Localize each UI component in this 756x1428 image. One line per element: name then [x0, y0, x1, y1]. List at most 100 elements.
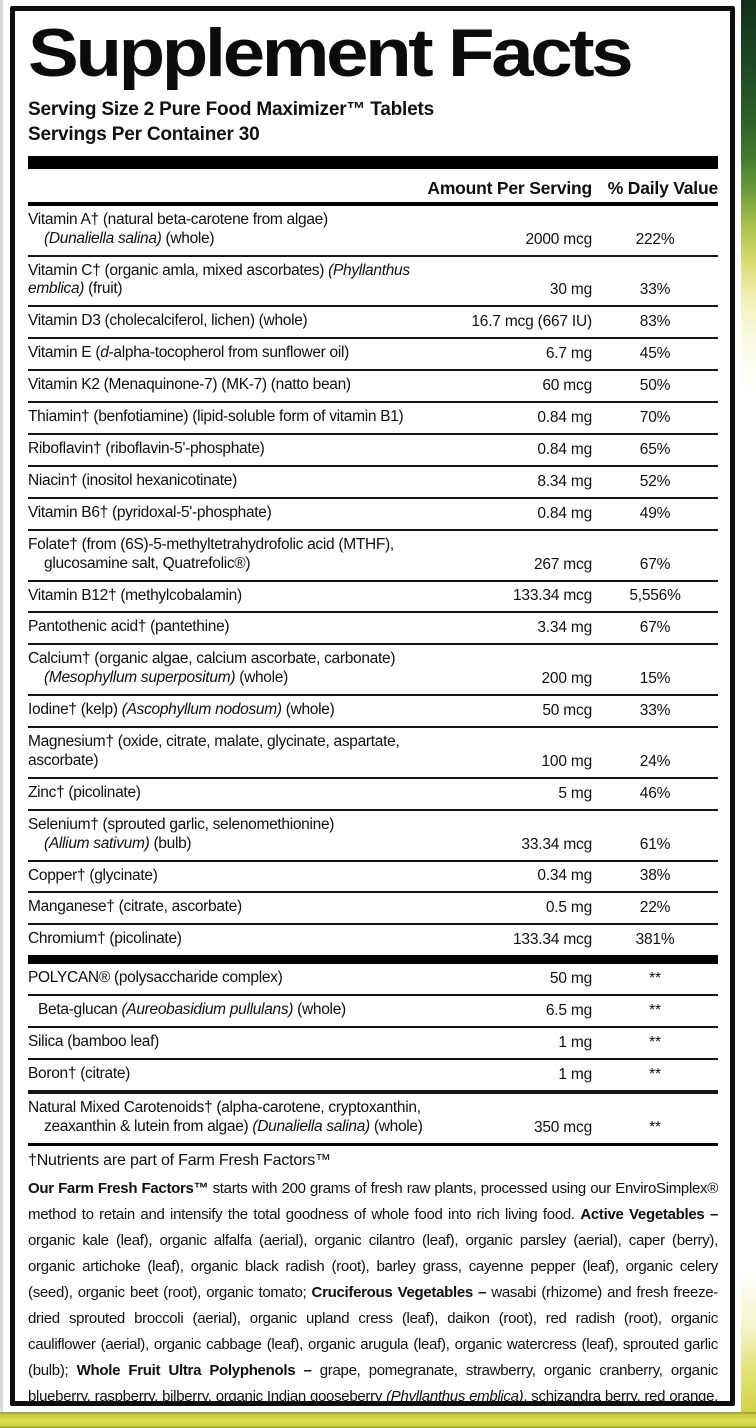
table-row: Natural Mixed Carotenoids† (alpha-carote… — [28, 1089, 718, 1143]
text-segment: organic kale (leaf), organic alfalfa (ae… — [28, 1231, 718, 1301]
text-segment: Thiamin† (benfotiamine) (lipid-soluble f… — [28, 408, 404, 426]
nutrient-name: Vitamin C† (organic amla, mixed ascorbat… — [28, 262, 459, 300]
supplement-table-other: POLYCAN® (polysaccharide complex) 50 mg **… — [28, 964, 718, 1142]
nutrient-name-line1: Vitamin D3 (cholecalciferol, lichen) (wh… — [28, 312, 436, 331]
nutrient-name-line1: Niacin† (inositol hexanicotinate) — [28, 472, 436, 491]
supplement-table-main: Vitamin A† (natural beta-carotene from a… — [28, 206, 718, 956]
ingredients-paragraph: Our Farm Fresh Factors™ starts with 200 … — [28, 1174, 719, 1405]
nutrient-name: Vitamin K2 (Menaquinone-7) (MK-7) (natto… — [28, 376, 442, 395]
nutrient-name: Vitamin A† (natural beta-carotene from a… — [28, 211, 442, 249]
text-segment: Iodine† (kelp) — [28, 701, 122, 719]
nutrient-name-line1: Vitamin C† (organic amla, mixed ascorbat… — [28, 262, 453, 300]
amount-per-serving-value: 0.84 mg — [537, 408, 592, 426]
nutrient-name-line1: Vitamin B12† (methylcobalamin) — [28, 587, 436, 606]
daily-value-percent: 33% — [639, 281, 671, 299]
text-segment: Vitamin E ( — [28, 344, 101, 362]
daily-value-percent: 65% — [639, 440, 671, 458]
text-segment: Pantothenic acid† (pantethine) — [28, 618, 230, 636]
amount-per-serving-value: 6.7 mg — [545, 345, 592, 363]
amount-per-serving-value: 6.5 mg — [545, 1002, 592, 1020]
table-row: Vitamin D3 (cholecalciferol, lichen) (wh… — [28, 305, 718, 337]
amount-per-serving-value: 0.34 mg — [537, 867, 592, 885]
table-row: Zinc† (picolinate) 5 mg 46% — [28, 776, 718, 809]
text-segment: starts with 200 grams of fresh raw plant… — [28, 1179, 719, 1223]
amount-per-serving-value: 350 mcg — [533, 1118, 592, 1136]
amount-per-serving-value: 0.84 mg — [537, 440, 592, 458]
daily-value-percent: 52% — [639, 472, 671, 490]
text-segment: (whole) — [235, 669, 288, 687]
table-row: Boron† (citrate) 1 mg ** — [28, 1058, 718, 1090]
latin-name-text: (Dunaliella salina) — [252, 1117, 370, 1135]
table-row: Calcium† (organic algae, calcium ascorba… — [28, 643, 718, 694]
nutrient-name-line1: Iodine† (kelp) (Ascophyllum nodosum) (wh… — [28, 701, 436, 720]
table-row: Pantothenic acid† (pantethine) 3.34 mg 67% — [28, 611, 718, 643]
nutrient-name: Vitamin E (d-alpha-tocopherol from sunfl… — [28, 344, 442, 363]
text-segment: Calcium† (organic algae, calcium ascorba… — [28, 650, 396, 668]
text-segment: Niacin† (inositol hexanicotinate) — [28, 471, 237, 489]
nutrient-name-line1: Calcium† (organic algae, calcium ascorba… — [28, 650, 436, 669]
text-segment: Vitamin C† (organic amla, mixed ascorbat… — [28, 261, 329, 279]
nutrient-name-line1: Boron† (citrate) — [28, 1065, 436, 1084]
supplement-facts-title: Supplement Facts — [28, 15, 634, 91]
daily-value-percent: ** — [649, 1065, 661, 1083]
table-row: Vitamin C† (organic amla, mixed ascorbat… — [28, 254, 718, 306]
text-segment: Selenium† (sprouted garlic, selenomethio… — [28, 815, 335, 833]
text-segment: (whole) — [369, 1117, 423, 1135]
amount-per-serving-value: 5 mg — [558, 784, 592, 802]
daily-value-percent: 49% — [639, 504, 671, 522]
table-row: Chromium† (picolinate) 133.34 mcg 381% — [28, 923, 718, 955]
nutrient-name: Manganese† (citrate, ascorbate) — [28, 898, 442, 917]
table-row: Vitamin B12† (methylcobalamin) 133.34 mcg… — [28, 579, 718, 612]
nutrient-name: Vitamin B12† (methylcobalamin) — [28, 587, 442, 606]
nutrient-name-line1: Beta-glucan (Aureobasidium pullulans) (w… — [38, 1001, 436, 1020]
daily-value-percent: 38% — [639, 867, 671, 885]
category-heading-text: Whole Fruit Ultra Polyphenols – — [76, 1361, 320, 1379]
latin-name-text: (Phyllanthus emblica) — [28, 261, 410, 298]
daily-value-percent: 5,556% — [629, 587, 681, 605]
daily-value-percent: 45% — [639, 345, 671, 363]
nutrient-name-line2: glucosamine salt, Quatrefolic®) — [28, 555, 436, 574]
daily-value-percent: 83% — [639, 313, 671, 331]
nutrient-name-line1: Silica (bamboo leaf) — [28, 1033, 436, 1052]
thick-divider-bar-top — [28, 155, 718, 169]
background-photo-strip — [741, 0, 756, 1412]
nutrient-name: Magnesium† (oxide, citrate, malate, glyc… — [28, 733, 452, 771]
latin-name-text: (Ascophyllum nodosum) — [121, 701, 282, 719]
amount-per-serving-value: 30 mg — [549, 281, 592, 299]
daily-value-percent: ** — [649, 1002, 661, 1020]
nutrient-name: POLYCAN® (polysaccharide complex) — [28, 969, 442, 988]
text-segment: glucosamine salt, Quatrefolic®) — [44, 554, 251, 572]
text-segment: Folate† (from (6S)-5-methyltetrahydrofol… — [28, 535, 394, 553]
nutrient-name: Folate† (from (6S)-5-methyltetrahydrofol… — [28, 536, 442, 574]
amount-per-serving-value: 2000 mcg — [525, 230, 593, 248]
text-segment: wasabi (rhizome) and fresh freeze-dried … — [28, 1283, 719, 1379]
nutrient-name: Silica (bamboo leaf) — [28, 1033, 442, 1052]
nutrient-name: Selenium† (sprouted garlic, selenomethio… — [28, 816, 442, 854]
nutrient-name: Copper† (glycinate) — [28, 867, 442, 886]
text-segment: Magnesium† (oxide, citrate, malate, glyc… — [28, 733, 400, 769]
daily-value-header: % Daily Value — [607, 177, 718, 198]
text-segment: grape, pomegranate, strawberry, organic … — [28, 1361, 718, 1405]
table-row: Thiamin† (benfotiamine) (lipid-soluble f… — [28, 401, 718, 433]
nutrient-name-line1: Vitamin E (d-alpha-tocopherol from sunfl… — [28, 344, 436, 363]
category-heading-text: Cruciferous Vegetables – — [311, 1283, 492, 1301]
amount-per-serving-value: 33.34 mcg — [521, 835, 592, 853]
nutrient-name-line1: Vitamin A† (natural beta-carotene from a… — [28, 211, 436, 230]
latin-name-text: (Dunaliella salina) — [44, 229, 162, 247]
table-row: POLYCAN® (polysaccharide complex) 50 mg ** — [28, 964, 718, 994]
category-heading-text: Active Vegetables – — [580, 1205, 718, 1223]
amount-per-serving-value: 0.84 mg — [537, 504, 592, 522]
nutrient-name-line1: Selenium† (sprouted garlic, selenomethio… — [28, 816, 436, 835]
dagger-footnote: †Nutrients are part of Farm Fresh Factor… — [28, 1142, 718, 1174]
supplement-label: Supplement Facts Serving Size 2 Pure Foo… — [3, 0, 741, 1412]
latin-name-text: d — [100, 344, 109, 362]
column-header-row: Amount Per Serving % Daily Value — [28, 169, 718, 206]
latin-name-text: (Mesophyllum superpositum) — [44, 669, 236, 687]
table-row: Riboflavin† (riboflavin-5'-phosphate) 0.8… — [28, 432, 718, 465]
text-segment: (fruit) — [84, 280, 123, 298]
nutrient-name-line1: Vitamin K2 (Menaquinone-7) (MK-7) (natto… — [28, 376, 436, 395]
amount-per-serving-value: 16.7 mcg (667 IU) — [471, 313, 592, 331]
daily-value-percent: ** — [649, 1034, 661, 1052]
nutrient-name: Pantothenic acid† (pantethine) — [28, 618, 442, 637]
amount-per-serving-value: 8.34 mg — [537, 472, 592, 490]
